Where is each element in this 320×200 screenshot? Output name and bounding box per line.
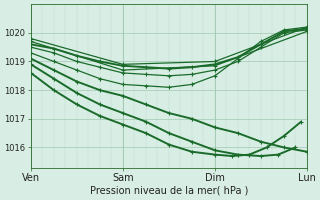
X-axis label: Pression niveau de la mer( hPa ): Pression niveau de la mer( hPa ) xyxy=(90,186,248,196)
